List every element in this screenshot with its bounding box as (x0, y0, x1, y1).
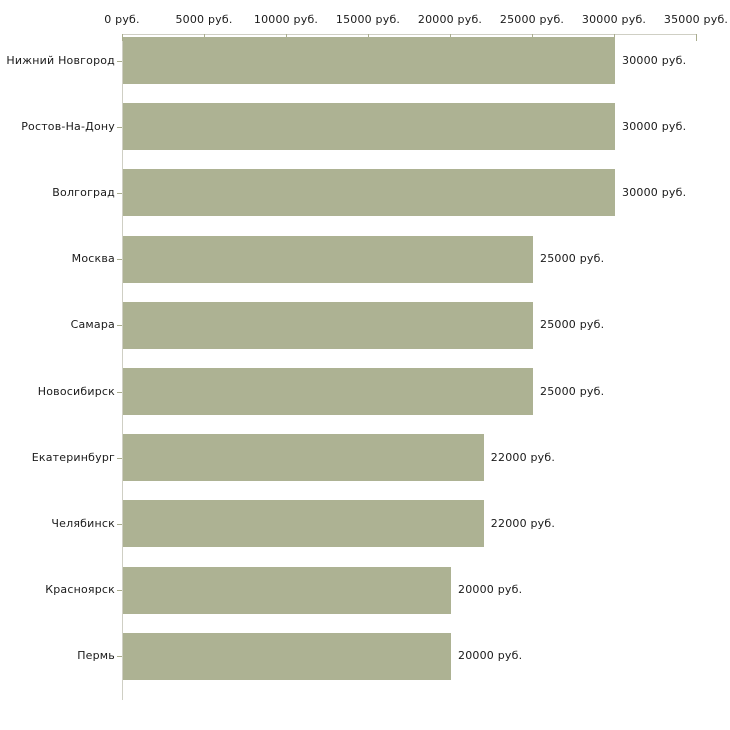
y-axis-tick (117, 524, 122, 525)
x-axis-tick-label: 5000 руб. (175, 13, 233, 26)
x-axis-tick-label: 25000 руб. (499, 13, 565, 26)
bar-value-label: 25000 руб. (540, 252, 605, 266)
bar[interactable] (123, 235, 533, 283)
category-label: Челябинск (51, 516, 115, 530)
y-axis-tick (117, 61, 122, 62)
bar[interactable] (123, 37, 615, 84)
bar-value-label: 30000 руб. (622, 185, 687, 199)
y-axis-tick (117, 392, 122, 393)
x-axis-tick (122, 34, 123, 41)
x-axis-line (122, 34, 696, 35)
category-label: Самара (70, 318, 115, 332)
y-axis-tick (117, 590, 122, 591)
bar[interactable] (123, 434, 484, 482)
x-axis-tick-label: 15000 руб. (335, 13, 401, 26)
category-label: Нижний Новгород (6, 53, 115, 67)
bar[interactable] (123, 632, 451, 680)
bar-value-label: 20000 руб. (458, 583, 523, 597)
bar[interactable] (123, 566, 451, 614)
y-axis-tick (117, 259, 122, 260)
bar-value-label: 30000 руб. (622, 53, 687, 67)
category-label: Пермь (77, 649, 115, 663)
y-axis-tick (117, 656, 122, 657)
category-label: Москва (71, 252, 115, 266)
y-axis-tick (117, 193, 122, 194)
x-axis-tick-label: 30000 руб. (581, 13, 647, 26)
bar[interactable] (123, 368, 533, 415)
y-axis-tick (117, 458, 122, 459)
category-label: Волгоград (52, 185, 115, 199)
bar-value-label: 25000 руб. (540, 318, 605, 332)
bar-value-label: 30000 руб. (622, 119, 687, 133)
category-label: Ростов-На-Дону (21, 119, 115, 133)
bar[interactable] (123, 500, 484, 548)
bar[interactable] (123, 301, 533, 349)
x-axis-tick-label: 10000 руб. (253, 13, 319, 26)
category-label: Екатеринбург (31, 450, 115, 464)
x-axis-tick-label: 0 руб. (104, 13, 140, 26)
category-label: Новосибирск (37, 384, 115, 398)
bar[interactable] (123, 103, 615, 151)
x-axis-tick (696, 34, 697, 41)
bar-value-label: 25000 руб. (540, 384, 605, 398)
bar[interactable] (123, 169, 615, 217)
bar-value-label: 22000 руб. (490, 516, 556, 530)
x-axis-tick-label: 20000 руб. (417, 13, 483, 26)
bar-value-label: 20000 руб. (458, 649, 523, 663)
category-label: Красноярск (45, 583, 115, 597)
x-axis-tick-label: 35000 руб. (663, 13, 729, 26)
bar-value-label: 22000 руб. (490, 450, 556, 464)
y-axis-line (122, 34, 123, 700)
y-axis-tick (117, 127, 122, 128)
y-axis-tick (117, 325, 122, 326)
